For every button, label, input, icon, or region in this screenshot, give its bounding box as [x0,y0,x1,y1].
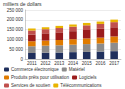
svg-text:250 000: 250 000 [7,8,24,13]
svg-text:milliers de dollars: milliers de dollars [3,1,42,7]
svg-text:2016: 2016 [95,61,106,66]
svg-text:0: 0 [20,57,23,62]
svg-text:100 000: 100 000 [7,37,24,42]
svg-text:2011: 2011 [27,61,37,66]
svg-text:Commerce électronique: Commerce électronique [11,67,59,72]
svg-text:2013: 2013 [54,61,65,66]
svg-text:150 000: 150 000 [7,27,24,32]
svg-text:2015: 2015 [82,61,93,66]
svg-text:200 000: 200 000 [7,17,24,22]
svg-text:Services de soutien: Services de soutien [11,83,51,88]
svg-text:50 000: 50 000 [9,47,23,52]
svg-text:Télécommunications: Télécommunications [60,83,102,88]
svg-text:Matériel: Matériel [69,67,85,72]
svg-text:Logiciels: Logiciels [79,75,97,80]
svg-text:2012: 2012 [41,61,52,66]
svg-text:2014: 2014 [68,61,79,66]
svg-text:2017: 2017 [109,61,120,66]
svg-text:Produits prêts pour utilisatio: Produits prêts pour utilisation [11,75,70,80]
